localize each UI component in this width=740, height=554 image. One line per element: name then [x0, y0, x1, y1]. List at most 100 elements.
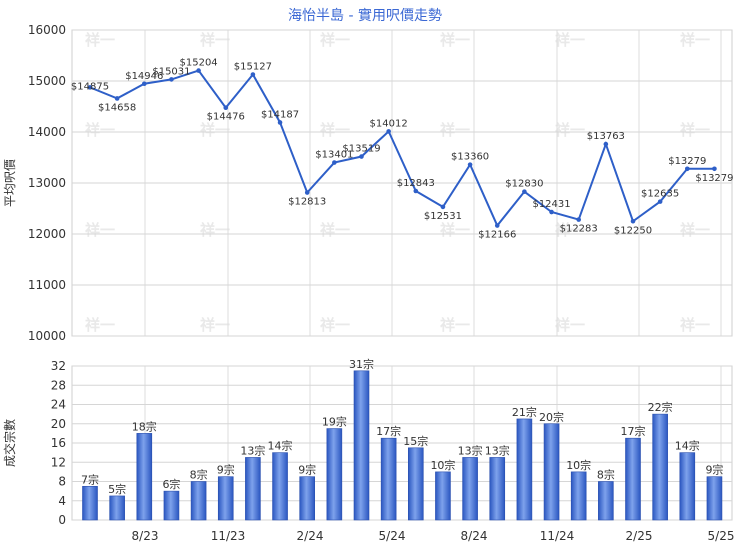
volume-bar	[353, 370, 370, 521]
price-data-label: $14476	[207, 112, 245, 123]
volume-bar	[217, 476, 234, 521]
volume-bar	[543, 423, 560, 521]
volume-bar	[190, 481, 207, 521]
price-point	[169, 77, 174, 82]
watermark: 祥一	[320, 121, 350, 139]
volume-bar	[380, 437, 397, 521]
x-tick-label: 11/23	[211, 529, 246, 543]
watermark: 祥一	[320, 31, 350, 49]
price-point	[440, 204, 446, 210]
price-point	[87, 85, 93, 90]
volume-data-label: 6宗	[162, 477, 180, 491]
line-y-tick-label: 11000	[28, 278, 66, 292]
volume-bar	[163, 490, 180, 521]
price-data-label: $14658	[98, 102, 136, 113]
price-point	[576, 217, 581, 222]
volume-data-label: 8宗	[597, 468, 615, 482]
line-y-axis-label: 平均呎價	[3, 159, 17, 207]
watermark: 祥一	[320, 221, 350, 239]
watermark: 祥一	[85, 316, 115, 334]
price-data-label: $14012	[370, 118, 408, 129]
price-data-label: $12431	[532, 199, 570, 210]
volume-bar	[625, 437, 641, 521]
price-point	[196, 68, 201, 73]
volume-bar	[652, 413, 668, 521]
volume-data-label: 10宗	[566, 458, 591, 472]
volume-data-label: 9宗	[705, 463, 723, 477]
watermark: 祥一	[555, 121, 585, 139]
watermark: 祥一	[680, 31, 710, 49]
volume-bar	[706, 476, 723, 521]
x-tick-label: 8/23	[132, 529, 159, 543]
bar-y-axis-label: 成交宗數	[2, 419, 17, 467]
line-y-tick-label: 14000	[28, 125, 66, 139]
volume-bar	[407, 447, 424, 521]
volume-bar	[326, 428, 343, 521]
volume-data-label: 14宗	[268, 439, 293, 453]
line-y-tick-label: 12000	[28, 227, 66, 241]
watermark: 祥一	[440, 31, 470, 49]
volume-data-label: 21宗	[512, 405, 537, 419]
price-point	[332, 160, 337, 165]
volume-data-label: 8宗	[190, 468, 208, 482]
price-data-label: $14875	[71, 81, 109, 92]
volume-data-label: 13宗	[458, 443, 483, 457]
watermark: 祥一	[200, 316, 230, 334]
price-point	[277, 120, 283, 125]
watermark: 祥一	[680, 121, 710, 139]
price-point	[142, 81, 147, 87]
price-data-label: $12813	[288, 197, 326, 208]
price-point	[522, 189, 527, 194]
volume-data-label: 22宗	[648, 400, 673, 414]
price-data-label: $14946	[125, 71, 163, 82]
price-point	[223, 105, 229, 111]
volume-data-label: 31宗	[349, 357, 374, 371]
price-point	[603, 141, 609, 147]
price-point	[685, 166, 690, 172]
watermark: 祥一	[200, 31, 230, 49]
volume-bar	[679, 452, 696, 521]
volume-data-label: 5宗	[108, 482, 126, 496]
price-data-label: $14187	[261, 109, 299, 120]
price-point	[494, 223, 500, 228]
chart-title: 海怡半島 - 實用呎價走勢	[288, 7, 442, 24]
price-data-label: $13401	[315, 150, 353, 161]
volume-data-label: 13宗	[485, 443, 510, 457]
volume-bar	[109, 495, 125, 521]
watermark: 祥一	[440, 121, 470, 139]
volume-bar	[136, 433, 153, 521]
price-data-label: $12635	[641, 189, 679, 200]
price-point	[114, 96, 120, 101]
volume-bar	[462, 457, 478, 521]
price-data-label: $12843	[397, 178, 435, 189]
bar-y-tick-label: 4	[58, 494, 66, 508]
volume-data-label: 15宗	[403, 434, 428, 448]
watermark: 祥一	[555, 31, 585, 49]
price-line-series	[89, 69, 715, 228]
volume-bar	[82, 486, 98, 521]
volume-bar	[299, 476, 316, 521]
volume-data-label: 14宗	[675, 439, 700, 453]
price-data-label: $12250	[614, 225, 652, 236]
volume-bar	[516, 418, 533, 521]
watermark: 祥一	[85, 31, 115, 49]
volume-data-label: 20宗	[539, 410, 564, 424]
volume-bar	[272, 452, 288, 521]
bar-y-tick-label: 20	[51, 417, 66, 431]
volume-bar	[598, 481, 614, 521]
x-tick-label: 2/25	[626, 529, 653, 543]
price-data-label: $12830	[505, 179, 543, 190]
price-data-label: $13279	[668, 156, 706, 167]
price-data-label: $13519	[342, 144, 380, 155]
volume-bar	[245, 457, 261, 521]
bar-y-tick-label: 32	[51, 359, 66, 373]
bar-y-tick-label: 8	[58, 475, 66, 489]
volume-data-label: 18宗	[132, 419, 157, 433]
watermark: 祥一	[680, 316, 710, 334]
volume-bar	[435, 471, 451, 521]
price-data-label: $15204	[180, 58, 218, 69]
watermark: 祥一	[85, 221, 115, 239]
bar-y-tick-label: 0	[58, 513, 66, 527]
price-point	[386, 129, 391, 134]
